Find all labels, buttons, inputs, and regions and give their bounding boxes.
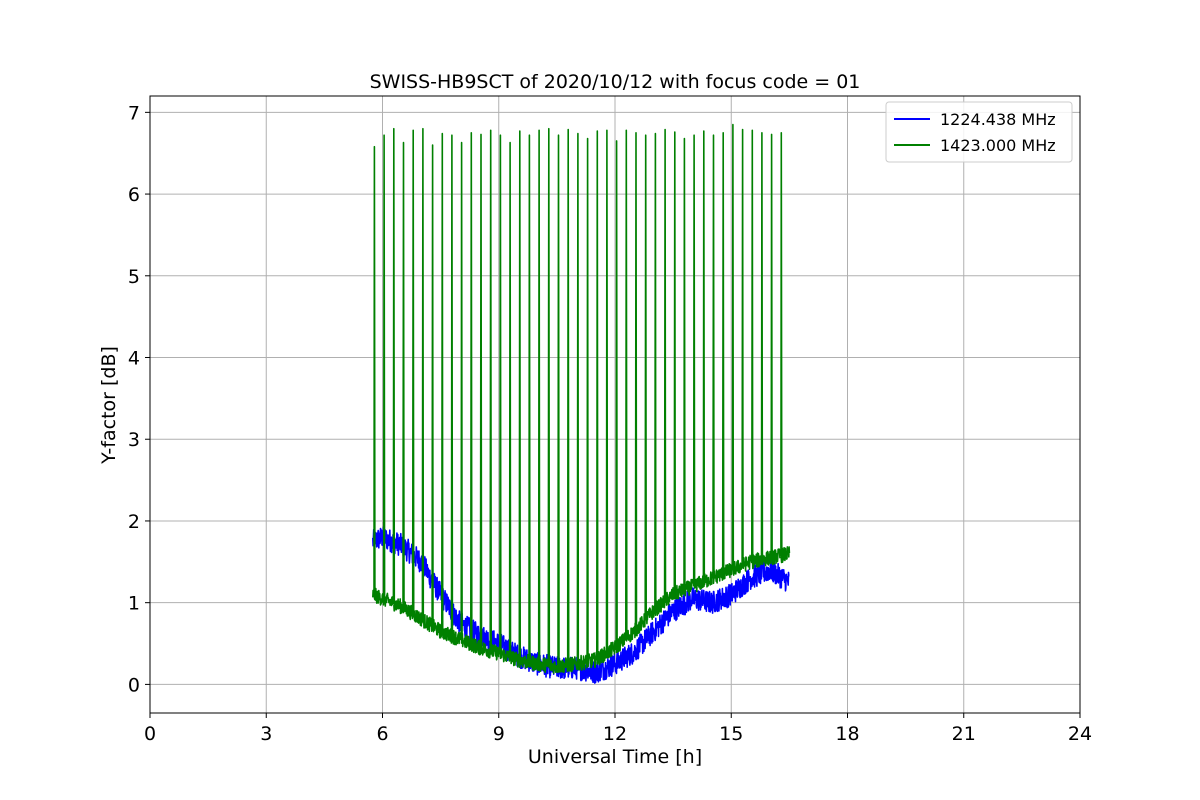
chart-title: SWISS-HB9SCT of 2020/10/12 with focus co… [370,71,861,93]
legend-label-green: 1423.000 MHz [940,136,1056,155]
x-tick-label: 3 [260,723,272,745]
x-tick-label: 0 [144,723,156,745]
series-layer [372,123,791,684]
x-tick-label: 9 [493,723,505,745]
x-tick-label: 24 [1068,723,1092,745]
y-tick-label: 0 [128,674,140,696]
y-tick-label: 6 [128,184,140,206]
y-tick-label: 1 [128,593,140,615]
y-tick-label: 5 [128,266,140,288]
y-tick-label: 4 [128,348,140,370]
legend-label-blue: 1224.438 MHz [940,110,1056,129]
x-tick-label: 6 [376,723,388,745]
legend: 1224.438 MHz 1423.000 MHz [885,101,1073,163]
x-tick-label: 18 [835,723,859,745]
series-line-1423-mhz [372,123,791,674]
y-tick-label: 7 [128,102,140,124]
x-tick-label: 15 [719,723,743,745]
x-tick-label: 12 [603,723,627,745]
x-axis-label: Universal Time [h] [528,746,702,768]
y-tick-label: 2 [128,511,140,533]
y-axis-label: Y-factor [dB] [98,346,120,465]
y-tick-label: 3 [128,429,140,451]
legend-box [885,101,1073,163]
x-tick-label: 21 [952,723,976,745]
